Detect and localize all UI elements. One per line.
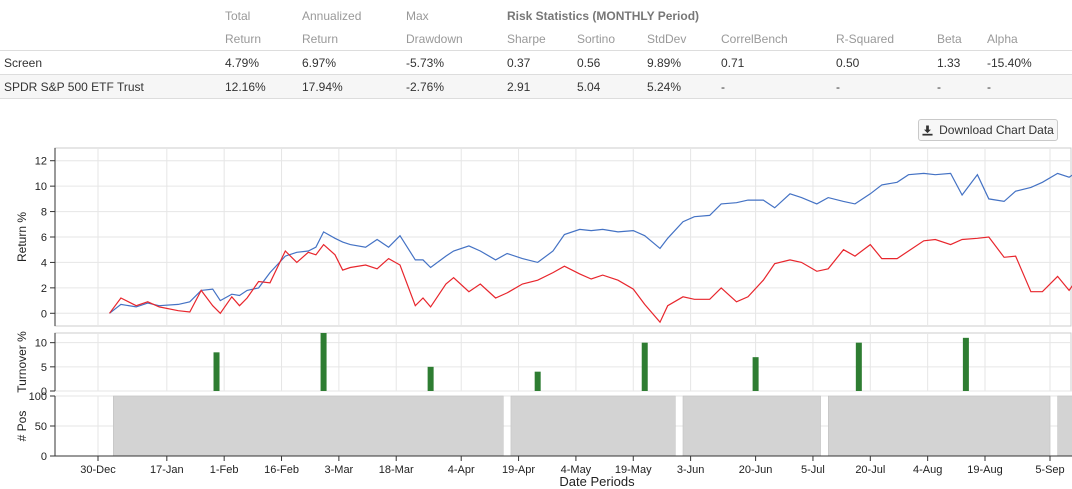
- header-max: Max: [406, 8, 429, 23]
- download-icon: [922, 124, 933, 136]
- cell-max-drawdown: -5.73%: [406, 50, 507, 75]
- y-tick-label: 10: [35, 338, 47, 350]
- header-annualized: Annualized: [302, 8, 362, 23]
- header-risk-statistics: Risk Statistics (MONTHLY Period): [507, 8, 700, 23]
- table-row: SPDR S&P 500 ETF Trust 12.16% 17.94% -2.…: [0, 74, 1072, 99]
- cell-sharpe: 0.37: [507, 50, 577, 75]
- x-tick-label: 20-Jul: [855, 464, 885, 476]
- cell-annualized-return: 6.97%: [302, 50, 406, 75]
- header-correlbench: CorrelBench: [721, 31, 788, 46]
- y-tick-label: 12: [35, 156, 47, 168]
- cell-alpha: -15.40%: [987, 50, 1072, 75]
- x-tick-label: 5-Sep: [1035, 464, 1064, 476]
- cell-sortino: 0.56: [577, 50, 647, 75]
- y-axis-label: # Pos: [15, 411, 29, 442]
- header-sharpe: Sharpe: [507, 31, 546, 46]
- turnover-bar: [752, 357, 759, 391]
- cell-total-return: 4.79%: [225, 50, 302, 75]
- header-beta: Beta: [937, 31, 962, 46]
- positions-area: [113, 395, 504, 457]
- positions-area: [827, 395, 1051, 457]
- series-line-1: [109, 172, 1072, 314]
- y-tick-label: 0: [41, 451, 47, 463]
- download-chart-data-button[interactable]: Download Chart Data: [918, 119, 1058, 141]
- y-axis-label: Turnover %: [15, 331, 29, 393]
- turnover-bar: [427, 366, 434, 391]
- turnover-bar: [962, 337, 969, 391]
- x-axis-label: Date Periods: [559, 474, 635, 489]
- x-tick-label: 3-Mar: [325, 464, 354, 476]
- positions-area: [1057, 395, 1072, 457]
- cell-stddev: 9.89%: [647, 50, 721, 75]
- y-tick-label: 2: [41, 283, 47, 295]
- x-tick-label: 3-Jun: [677, 464, 705, 476]
- y-tick-label: 6: [41, 232, 47, 244]
- x-tick-label: 4-May: [561, 464, 592, 476]
- positions-area: [510, 395, 676, 457]
- header-alpha: Alpha: [987, 31, 1018, 46]
- header-return: Return: [302, 31, 339, 46]
- cell-correlbench: -: [721, 74, 836, 99]
- series-line-2: [109, 236, 1072, 324]
- header-drawdown: Drawdown: [406, 31, 463, 46]
- row-name: SPDR S&P 500 ETF Trust: [0, 74, 225, 99]
- header-return: Return: [225, 31, 262, 46]
- table-header-row-bottom: Return Return Drawdown Sharpe Sortino St…: [0, 27, 1072, 51]
- turnover-bar: [855, 342, 862, 391]
- turnover-bar: [213, 352, 220, 391]
- cell-r-squared: 0.50: [836, 50, 937, 75]
- x-tick-label: 20-Jun: [739, 464, 773, 476]
- x-tick-label: 1-Feb: [210, 464, 239, 476]
- row-name: Screen: [0, 50, 225, 75]
- table-row: Screen 4.79% 6.97% -5.73% 0.37 0.56 9.89…: [0, 50, 1072, 75]
- cell-sortino: 5.04: [577, 74, 647, 99]
- cell-correlbench: 0.71: [721, 50, 836, 75]
- x-tick-label: 19-Aug: [967, 464, 1002, 476]
- y-axis-label: Return %: [15, 212, 29, 262]
- y-tick-label: 5: [41, 362, 47, 374]
- cell-alpha: -: [987, 74, 1072, 99]
- turnover-bar: [641, 342, 648, 391]
- x-tick-label: 18-Mar: [379, 464, 414, 476]
- x-tick-label: 4-Aug: [913, 464, 942, 476]
- y-tick-label: 0: [41, 386, 47, 398]
- cell-r-squared: -: [836, 74, 937, 99]
- x-tick-label: 17-Jan: [150, 464, 184, 476]
- x-tick-label: 4-Apr: [448, 464, 475, 476]
- table-header-row-top: Total Annualized Max Risk Statistics (MO…: [0, 4, 1072, 27]
- header-sortino: Sortino: [577, 31, 616, 46]
- positions-area: [682, 395, 821, 457]
- turnover-bar: [320, 333, 327, 391]
- y-tick-label: 8: [41, 207, 47, 219]
- cell-annualized-return: 17.94%: [302, 74, 406, 99]
- panel-frame: [54, 332, 1072, 392]
- x-tick-label: 5-Jul: [801, 464, 825, 476]
- cell-stddev: 5.24%: [647, 74, 721, 99]
- cell-beta: -: [937, 74, 987, 99]
- header-total: Total: [225, 8, 251, 23]
- header-r-squared: R-Squared: [836, 31, 895, 46]
- cell-sharpe: 2.91: [507, 74, 577, 99]
- performance-chart: 0 2 4 6 8 10 12 Return % 0 5 10 Turnover % 0 50 100# P…: [15, 147, 1072, 489]
- y-tick-label: 0: [41, 308, 47, 320]
- cell-total-return: 12.16%: [225, 74, 302, 99]
- risk-statistics-table: Total Annualized Max Risk Statistics (MO…: [0, 4, 1072, 99]
- y-tick-label: 50: [35, 421, 47, 433]
- cell-beta: 1.33: [937, 50, 987, 75]
- y-tick-label: 100: [29, 391, 47, 403]
- y-tick-label: 4: [41, 257, 47, 269]
- x-tick-label: 19-May: [615, 464, 652, 476]
- download-button-label: Download Chart Data: [939, 123, 1054, 137]
- y-tick-label: 10: [35, 181, 47, 193]
- x-tick-label: 30-Dec: [80, 464, 116, 476]
- x-tick-label: 16-Feb: [264, 464, 299, 476]
- turnover-bar: [534, 371, 541, 391]
- cell-max-drawdown: -2.76%: [406, 74, 507, 99]
- header-stddev: StdDev: [647, 31, 687, 46]
- x-tick-label: 19-Apr: [502, 464, 535, 476]
